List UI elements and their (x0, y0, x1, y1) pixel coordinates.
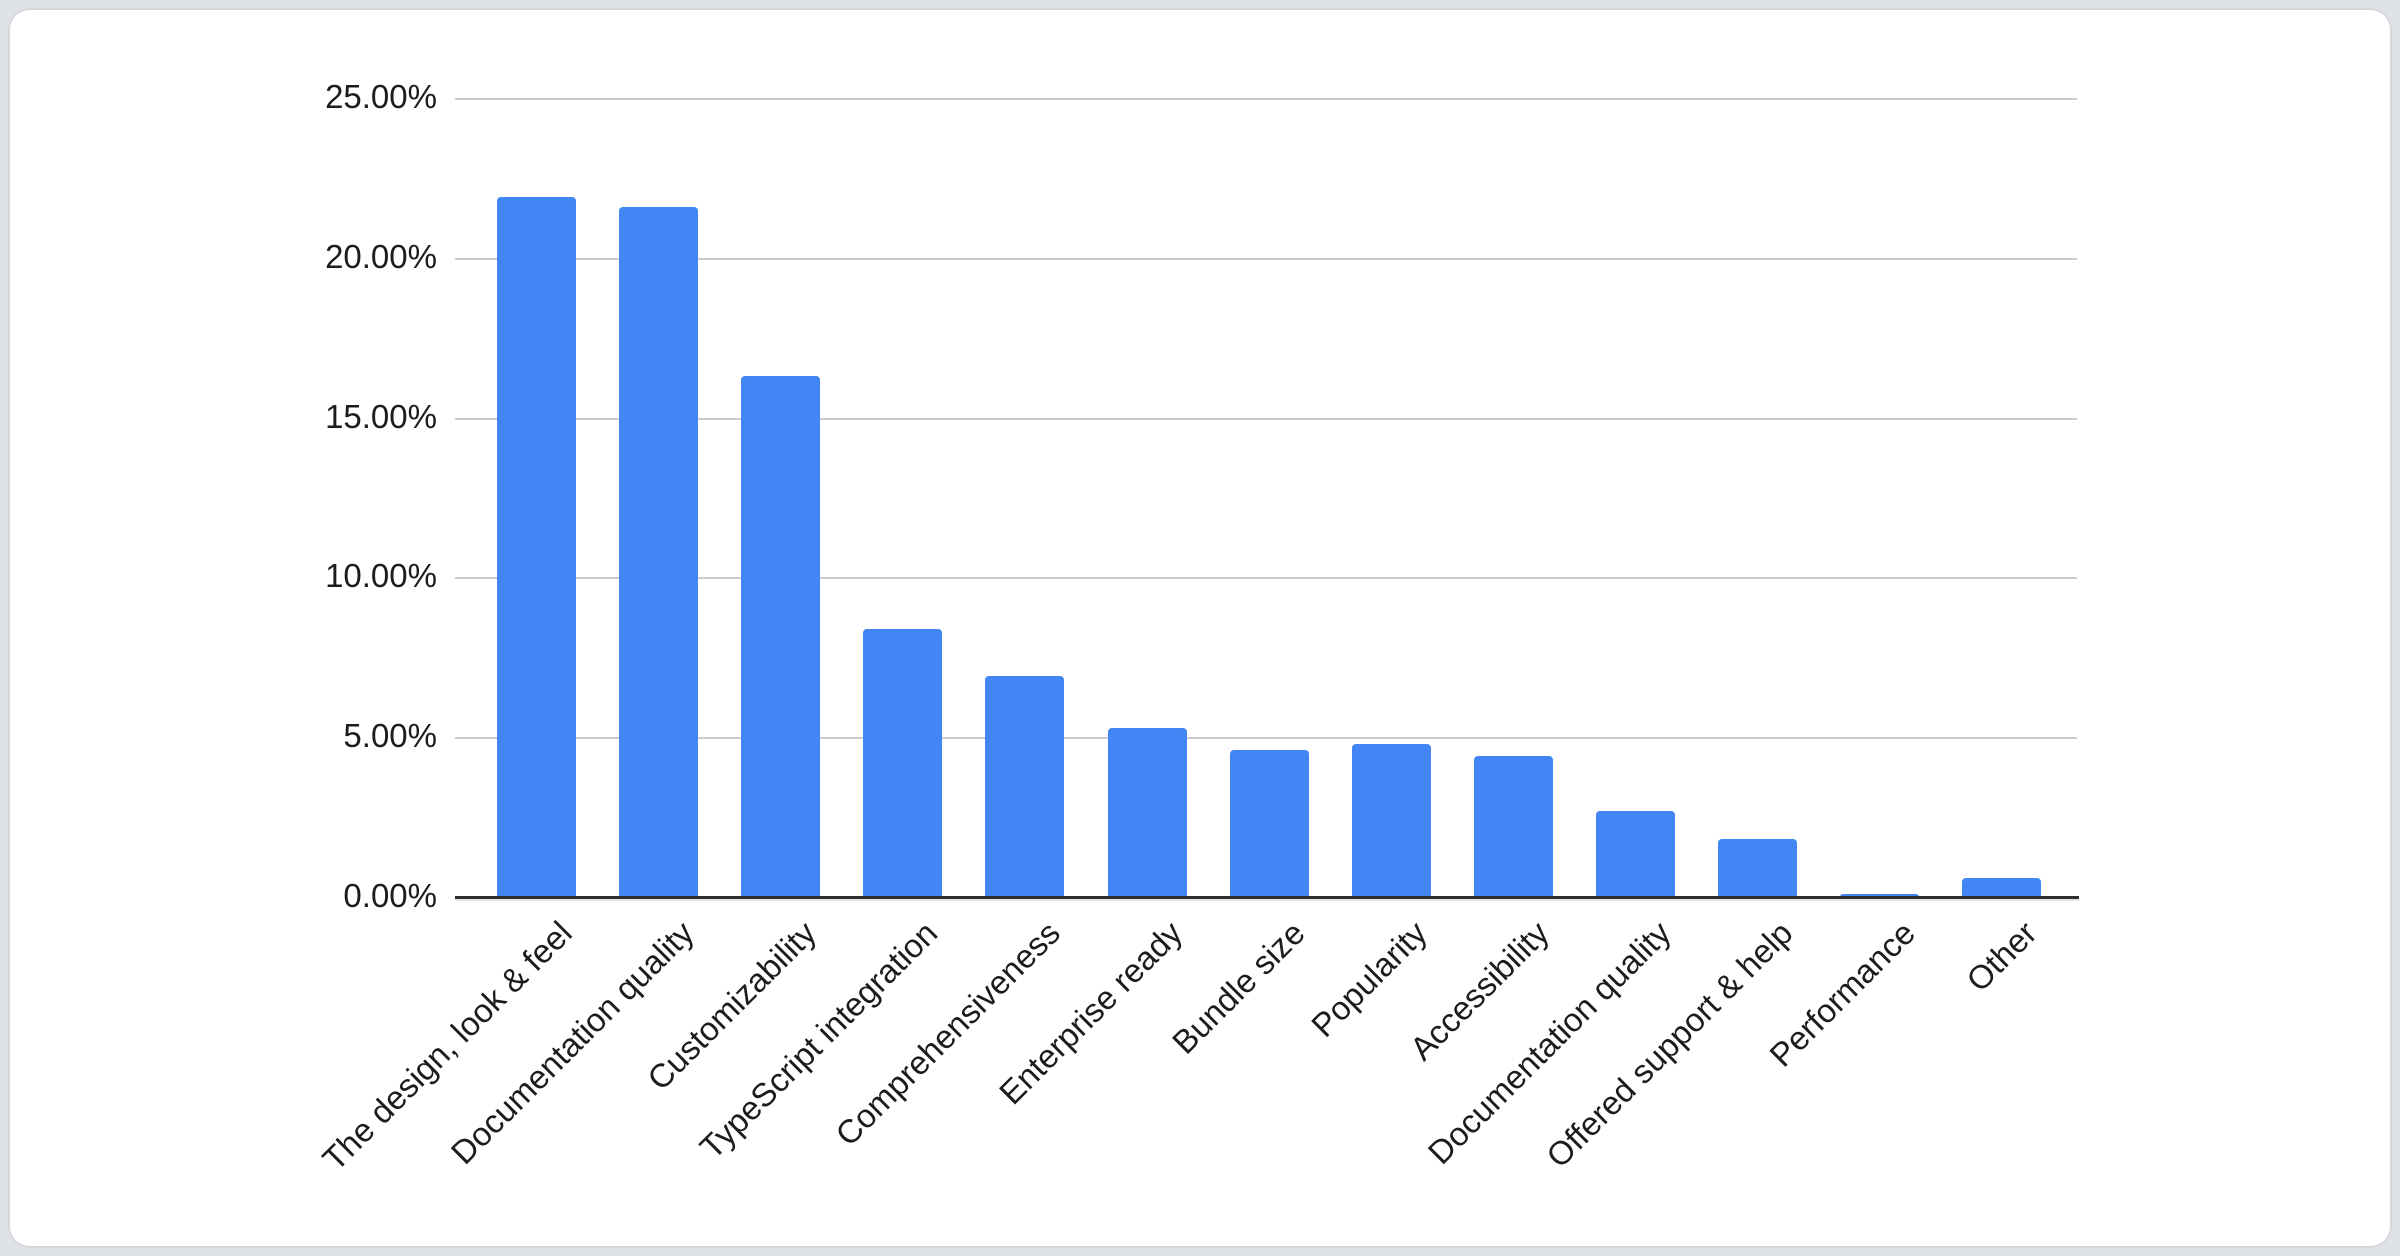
x-axis-category-label: Comprehensiveness (827, 914, 1067, 1153)
gridline (455, 577, 2077, 579)
chart-card (8, 8, 2392, 1248)
y-axis-tick-label: 10.00% (325, 557, 437, 595)
x-axis-category-label: TypeScript integration (692, 914, 945, 1166)
bar (497, 197, 576, 897)
x-axis-category-label: Offered support & help (1539, 914, 1800, 1175)
x-axis-category-label: Documentation quality (1420, 914, 1678, 1172)
x-axis-category-label: The design, look & feel (315, 914, 579, 1178)
bar (1108, 728, 1187, 897)
gridline (455, 98, 2077, 100)
bar (741, 376, 820, 897)
bar (863, 629, 942, 897)
bar (1840, 894, 1919, 897)
bar (1596, 811, 1675, 897)
y-axis-tick-label: 5.00% (343, 717, 437, 755)
bar (1718, 839, 1797, 897)
gridline (455, 737, 2077, 739)
y-axis-tick-label: 15.00% (325, 398, 437, 436)
y-axis-tick-label: 0.00% (343, 877, 437, 915)
bar (1962, 878, 2041, 897)
x-axis-category-label: Documentation quality (443, 914, 701, 1172)
y-axis-tick-label: 25.00% (325, 78, 437, 116)
bar (1474, 756, 1553, 897)
bar (619, 207, 698, 897)
bar (985, 676, 1064, 897)
x-axis-category-label: Popularity (1303, 914, 1434, 1044)
y-axis-tick-label: 20.00% (325, 238, 437, 276)
gridline (455, 258, 2077, 260)
x-axis-category-label: Bundle size (1164, 914, 1312, 1061)
bar (1352, 744, 1431, 897)
x-axis-category-label: Other (1959, 914, 2044, 999)
gridline (455, 418, 2077, 420)
x-axis-line (455, 896, 2079, 901)
bar (1230, 750, 1309, 897)
